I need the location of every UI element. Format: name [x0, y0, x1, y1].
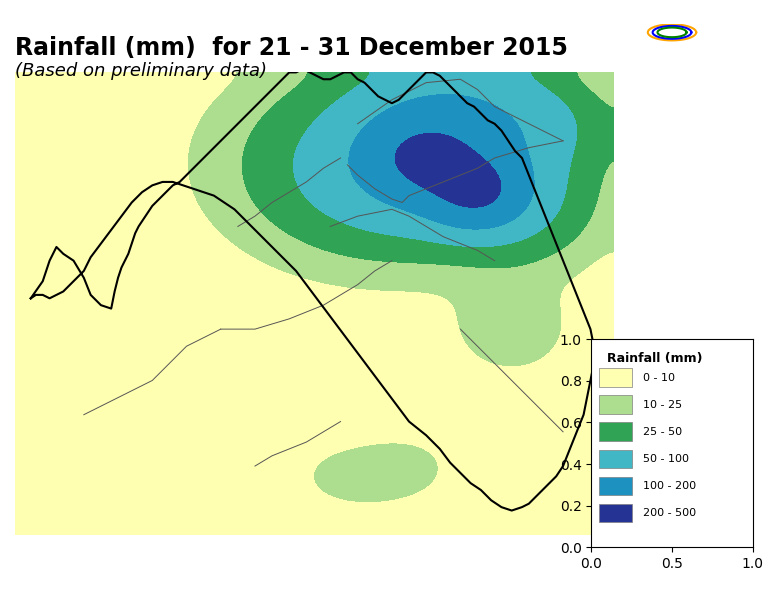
Text: Rainfall (mm)  for 21 - 31 December 2015: Rainfall (mm) for 21 - 31 December 2015 — [15, 36, 568, 60]
Text: 10 - 25: 10 - 25 — [643, 400, 682, 410]
Text: 50 - 100: 50 - 100 — [643, 454, 689, 464]
Text: 0 - 10: 0 - 10 — [643, 372, 675, 383]
Text: 25 - 50: 25 - 50 — [643, 427, 682, 437]
Bar — [599, 368, 631, 387]
Bar — [599, 396, 631, 414]
Bar — [599, 422, 631, 441]
Text: Rainfall (mm): Rainfall (mm) — [607, 352, 703, 365]
Text: 200 - 500: 200 - 500 — [643, 508, 696, 518]
Text: 100 - 200: 100 - 200 — [643, 481, 696, 491]
Text: (Based on preliminary data): (Based on preliminary data) — [15, 62, 267, 80]
Bar — [599, 450, 631, 468]
Bar — [599, 503, 631, 522]
Bar — [599, 477, 631, 495]
